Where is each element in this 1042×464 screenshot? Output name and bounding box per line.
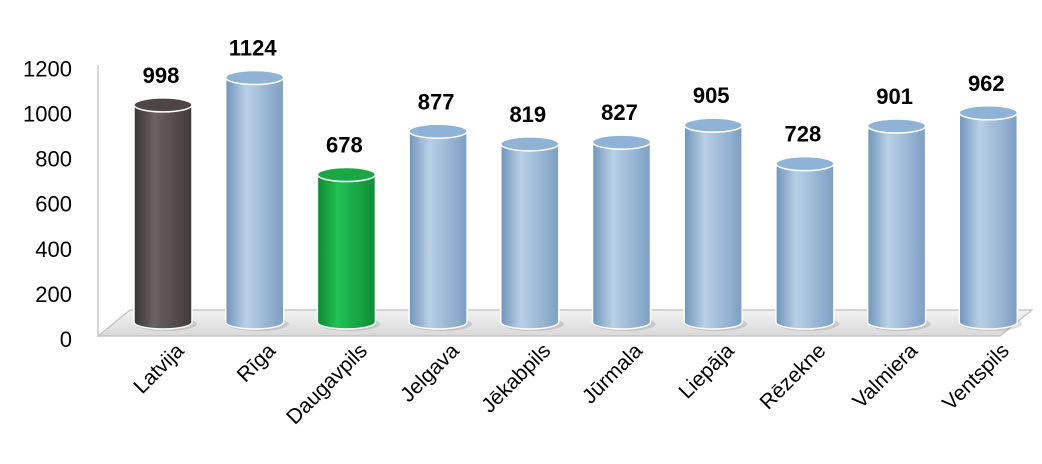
bar-top — [591, 134, 652, 150]
y-tick-label: 1000 — [23, 101, 72, 126]
bar — [224, 76, 285, 330]
bar-top — [500, 136, 560, 152]
bar-top — [408, 123, 468, 140]
y-tick-label: 200 — [35, 282, 72, 307]
x-tick-label: Valmiera — [848, 339, 922, 413]
data-label: 998 — [143, 63, 180, 88]
bar-top — [866, 118, 927, 134]
bar-Liepāja — [683, 117, 748, 331]
x-tick-label: Jēkabpils — [477, 339, 555, 417]
data-label: 905 — [693, 83, 730, 108]
data-label: 901 — [876, 84, 913, 109]
bar — [866, 125, 927, 330]
bar-Rēzekne — [775, 155, 839, 331]
x-tick-label: Latvija — [129, 339, 188, 398]
y-tick-label: 800 — [35, 147, 72, 172]
bar-top — [133, 97, 193, 113]
bar-Rīga — [224, 69, 289, 331]
data-label: 962 — [968, 71, 1005, 96]
y-tick-label: 1200 — [23, 56, 72, 81]
x-tick-label: Jelgava — [396, 339, 464, 407]
x-tick-label: Liepāja — [675, 339, 739, 403]
y-tick-label: 0 — [60, 327, 72, 352]
data-label: 877 — [418, 89, 455, 114]
data-label: 819 — [509, 102, 546, 127]
data-label: 827 — [601, 100, 638, 125]
bar-Ventspils — [958, 105, 1023, 331]
bar — [500, 143, 560, 330]
bar — [316, 173, 377, 330]
bar-Jūrmala — [591, 134, 656, 331]
y-tick-label: 600 — [35, 192, 72, 217]
bar-Jelgava — [408, 123, 473, 331]
x-tick-label: Ventspils — [938, 339, 1014, 415]
bar — [408, 130, 468, 330]
data-label: 678 — [326, 133, 363, 158]
x-tick-label: Daugavpils — [282, 339, 372, 429]
bar-top — [958, 105, 1019, 121]
x-tick-label: Rīga — [233, 339, 281, 387]
y-tick-label: 400 — [35, 237, 72, 262]
bar-Jēkabpils — [500, 136, 564, 331]
x-tick-label: Jūrmala — [578, 339, 647, 408]
bar — [591, 141, 652, 330]
bar-top — [316, 166, 377, 183]
bar-Valmiera — [866, 118, 931, 331]
bar — [683, 124, 743, 330]
bar — [133, 104, 193, 330]
bar-Daugavpils — [316, 166, 381, 331]
bar-top — [224, 69, 285, 86]
data-label: 728 — [785, 122, 822, 147]
bar-top — [775, 155, 835, 172]
bars-layer — [133, 69, 1023, 331]
bar — [775, 162, 835, 330]
data-label: 1124 — [229, 36, 277, 61]
bar-Latvija — [133, 97, 197, 331]
x-tick-label: Rēzekne — [756, 339, 831, 414]
bar — [958, 112, 1019, 330]
bar-top — [683, 117, 743, 133]
